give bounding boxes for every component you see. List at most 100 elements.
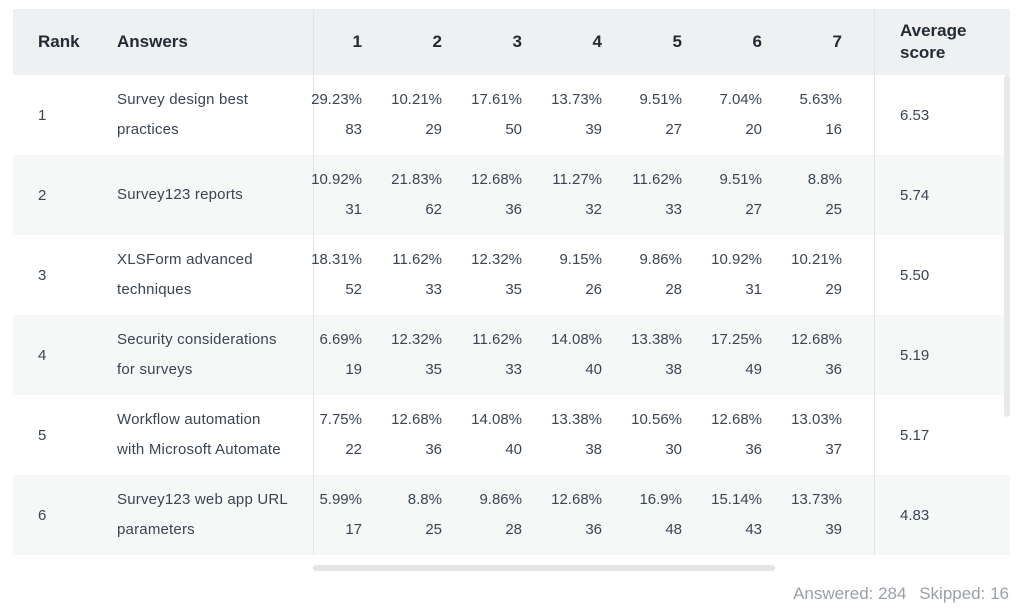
table-body: 1 Survey design best practices 29.23% 83 10.2… bbox=[13, 75, 1010, 555]
table-row: 6 Survey123 web app URL parameters 5.99% 17 8… bbox=[13, 475, 1010, 555]
cell-percent: 6.69% bbox=[319, 331, 362, 348]
vertical-scrollbar[interactable] bbox=[1004, 75, 1010, 417]
cell-col-3: 12.32% 35 bbox=[471, 235, 554, 315]
cell-count: 33 bbox=[425, 281, 442, 298]
row-average-score: 5.74 bbox=[900, 186, 930, 204]
cell-count: 43 bbox=[745, 521, 762, 538]
header-col-5: 5 bbox=[672, 32, 682, 51]
cell-count: 36 bbox=[825, 361, 842, 378]
cell-col-4: 9.15% 26 bbox=[554, 235, 634, 315]
header-col-3: 3 bbox=[512, 32, 522, 51]
table-row: 4 Security considerations for surveys 6.69%… bbox=[13, 315, 1010, 395]
cell-percent: 13.03% bbox=[791, 411, 842, 428]
column-divider bbox=[313, 475, 314, 555]
header-col-1: 1 bbox=[352, 32, 362, 51]
cell-percent: 13.38% bbox=[551, 411, 602, 428]
cell-col-2: 12.68% 36 bbox=[391, 395, 474, 475]
response-summary: Answered: 284 Skipped: 16 bbox=[793, 584, 1009, 604]
cell-col-4: 11.27% 32 bbox=[552, 155, 634, 235]
cell-count: 28 bbox=[505, 521, 522, 538]
cell-count: 39 bbox=[585, 121, 602, 138]
cell-count: 49 bbox=[745, 361, 762, 378]
cell-col-7: 10.21% 29 bbox=[791, 235, 874, 315]
cell-col-7: 8.8% 25 bbox=[794, 155, 874, 235]
cell-percent: 21.83% bbox=[391, 171, 442, 188]
cell-count: 40 bbox=[505, 441, 522, 458]
cell-count: 52 bbox=[345, 281, 362, 298]
cell-count: 37 bbox=[825, 441, 842, 458]
column-divider bbox=[313, 155, 314, 235]
column-divider bbox=[874, 475, 875, 555]
cell-col-7: 12.68% 36 bbox=[791, 315, 874, 395]
cell-percent: 12.68% bbox=[391, 411, 442, 428]
cell-col-3: 14.08% 40 bbox=[471, 395, 554, 475]
cell-col-4: 13.38% 38 bbox=[551, 395, 634, 475]
cell-count: 25 bbox=[425, 521, 442, 538]
cell-count: 31 bbox=[745, 281, 762, 298]
cell-col-1: 5.99% 17 bbox=[314, 475, 394, 555]
cell-col-5: 16.9% 48 bbox=[634, 475, 714, 555]
answer-line1: Workflow automation bbox=[117, 411, 261, 428]
cell-col-1: 29.23% 83 bbox=[311, 75, 394, 155]
header-average-line2: score bbox=[900, 43, 946, 62]
row-answer: Security considerations for surveys bbox=[115, 315, 313, 395]
cell-col-6: 10.92% 31 bbox=[711, 235, 794, 315]
cell-percent: 18.31% bbox=[311, 251, 362, 268]
cell-col-3: 11.62% 33 bbox=[472, 315, 554, 395]
row-answer: Survey123 reports bbox=[115, 155, 313, 235]
row-average-score: 5.17 bbox=[900, 426, 930, 444]
cell-count: 25 bbox=[825, 201, 842, 218]
cell-col-4: 13.73% 39 bbox=[551, 75, 634, 155]
cell-count: 22 bbox=[345, 441, 362, 458]
cell-percent: 13.73% bbox=[791, 491, 842, 508]
cell-percent: 11.62% bbox=[632, 171, 682, 188]
answered-count: Answered: 284 bbox=[793, 584, 907, 603]
header-average-line1: Average bbox=[900, 21, 967, 40]
cell-percent: 12.68% bbox=[791, 331, 842, 348]
cell-count: 35 bbox=[425, 361, 442, 378]
header-col-6: 6 bbox=[752, 32, 762, 51]
header-answers: Answers bbox=[117, 32, 188, 51]
cell-count: 36 bbox=[425, 441, 442, 458]
cell-col-2: 8.8% 25 bbox=[394, 475, 474, 555]
cell-count: 36 bbox=[745, 441, 762, 458]
table-row: 3 XLSForm advanced techniques 18.31% 52 11.62… bbox=[13, 235, 1010, 315]
column-divider bbox=[874, 9, 875, 75]
answer-line1: Survey123 web app URL bbox=[117, 491, 288, 508]
row-rank: 4 bbox=[38, 346, 47, 364]
cell-percent: 9.51% bbox=[719, 171, 762, 188]
column-divider bbox=[313, 315, 314, 395]
answer-line2: practices bbox=[117, 121, 179, 138]
horizontal-scrollbar[interactable] bbox=[313, 565, 775, 571]
cell-percent: 8.8% bbox=[407, 491, 442, 508]
cell-col-2: 21.83% 62 bbox=[391, 155, 474, 235]
answer-line2: techniques bbox=[117, 281, 192, 298]
cell-col-1: 18.31% 52 bbox=[311, 235, 394, 315]
cell-percent: 9.86% bbox=[479, 491, 522, 508]
header-col-7: 7 bbox=[832, 32, 842, 51]
column-divider bbox=[874, 315, 875, 395]
cell-col-7: 13.73% 39 bbox=[791, 475, 874, 555]
cell-percent: 9.86% bbox=[639, 251, 682, 268]
cell-percent: 11.27% bbox=[552, 171, 602, 188]
cell-percent: 14.08% bbox=[551, 331, 602, 348]
cell-percent: 16.9% bbox=[639, 491, 682, 508]
cell-percent: 12.32% bbox=[391, 331, 442, 348]
table-row: 2 Survey123 reports 10.92% 31 21.83% 62 12.68%… bbox=[13, 155, 1010, 235]
answer-line1: XLSForm advanced bbox=[117, 251, 253, 268]
cell-percent: 10.92% bbox=[711, 251, 762, 268]
cell-count: 27 bbox=[665, 121, 682, 138]
column-divider bbox=[874, 235, 875, 315]
column-divider bbox=[313, 75, 314, 155]
cell-percent: 15.14% bbox=[711, 491, 762, 508]
cell-count: 39 bbox=[825, 521, 842, 538]
cell-percent: 12.68% bbox=[711, 411, 762, 428]
cell-col-4: 14.08% 40 bbox=[551, 315, 634, 395]
answer-line2: with Microsoft Automate bbox=[117, 441, 281, 458]
cell-count: 38 bbox=[665, 361, 682, 378]
cell-col-2: 11.62% 33 bbox=[392, 235, 474, 315]
cell-col-3: 17.61% 50 bbox=[471, 75, 554, 155]
cell-percent: 10.92% bbox=[311, 171, 362, 188]
row-average-score: 4.83 bbox=[900, 506, 930, 524]
row-answer: Workflow automation with Microsoft Automa… bbox=[115, 395, 313, 475]
